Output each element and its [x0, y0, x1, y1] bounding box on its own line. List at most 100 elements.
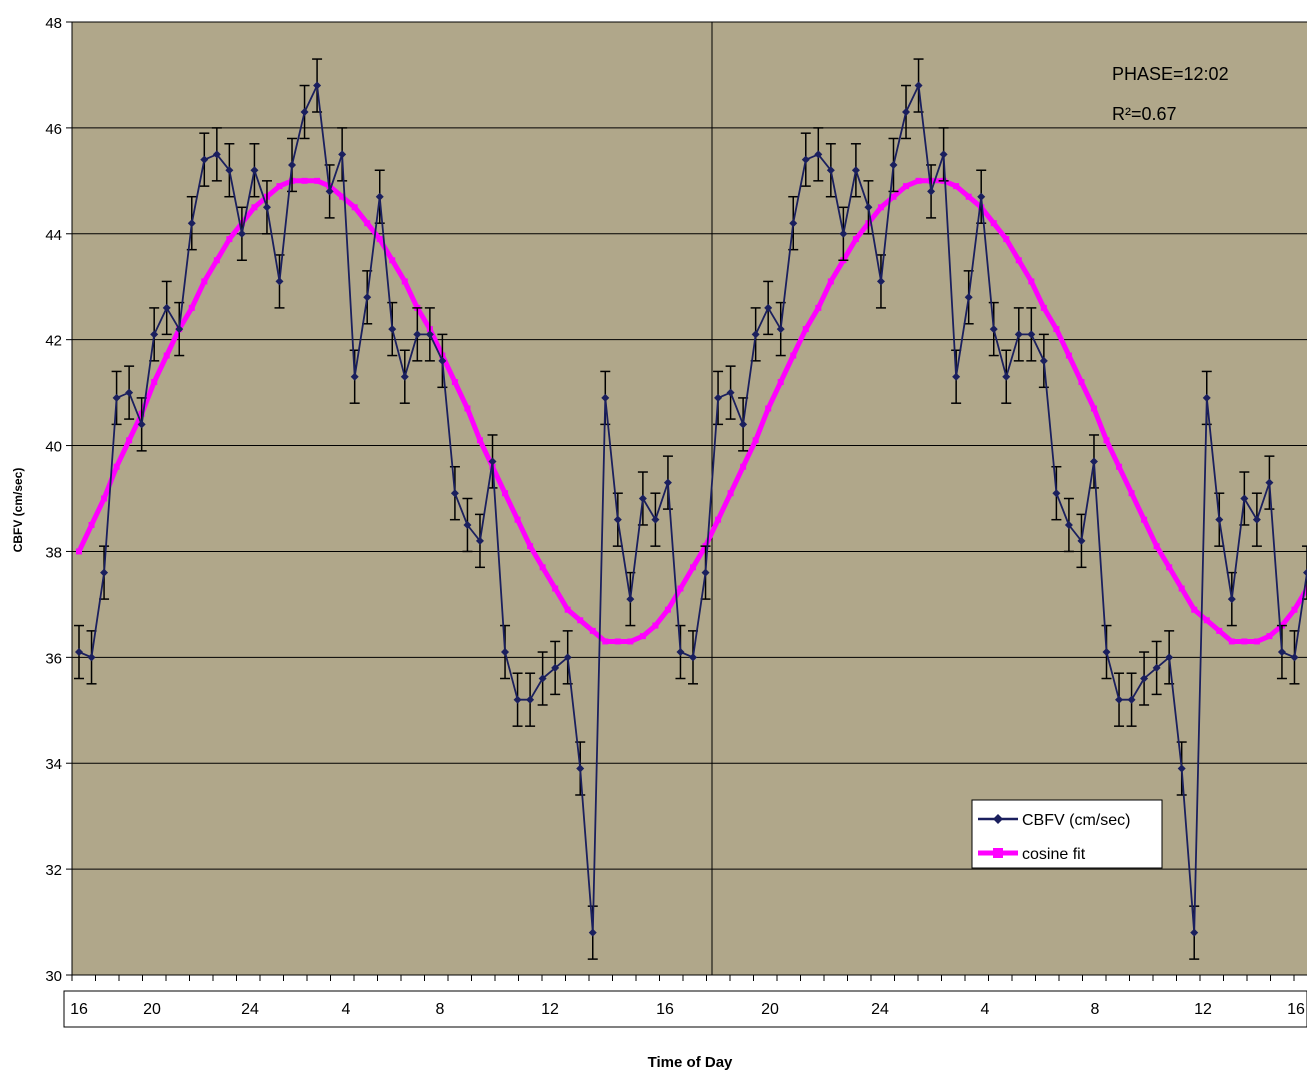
- cosine-fit-point: [364, 220, 371, 227]
- cbfv-point: [363, 293, 372, 302]
- cosine-fit-point: [389, 257, 396, 264]
- cbfv-point: [1290, 653, 1299, 662]
- cosine-fit-point: [1228, 638, 1235, 645]
- cbfv-point: [701, 568, 710, 577]
- cbfv-point: [112, 393, 121, 402]
- cosine-fit-point: [126, 437, 133, 444]
- cosine-fit-point: [815, 304, 822, 311]
- cosine-fit-point: [915, 177, 922, 184]
- cbfv-point: [526, 695, 535, 704]
- cosine-fit-point: [1128, 490, 1135, 497]
- cosine-fit-point: [614, 638, 621, 645]
- cosine-fit-point: [1103, 437, 1110, 444]
- cbfv-point: [162, 303, 171, 312]
- cosine-fit-point: [877, 204, 884, 211]
- legend-fit-marker: [993, 848, 1003, 858]
- cbfv-point: [563, 653, 572, 662]
- cosine-fit-point: [1291, 606, 1298, 613]
- cosine-fit-point: [777, 379, 784, 386]
- x-tick-label: 20: [761, 1001, 779, 1018]
- cbfv-point: [400, 372, 409, 381]
- cbfv-point: [175, 325, 184, 334]
- cbfv-point: [676, 648, 685, 657]
- cosine-fit-point: [664, 606, 671, 613]
- cbfv-point: [839, 229, 848, 238]
- cbfv-point: [864, 203, 873, 212]
- cosine-fit-point: [451, 379, 458, 386]
- cbfv-point: [663, 478, 672, 487]
- cbfv-point: [814, 150, 823, 159]
- cbfv-point: [1014, 330, 1023, 339]
- cosine-fit-point: [552, 585, 559, 592]
- cosine-fit-point: [1241, 638, 1248, 645]
- cosine-fit-point: [1216, 627, 1223, 634]
- cbfv-point: [237, 229, 246, 238]
- cosine-fit-point: [88, 521, 95, 528]
- cosine-fit-point: [765, 405, 772, 412]
- y-tick-label: 36: [45, 650, 62, 667]
- y-tick-label: 38: [45, 544, 62, 561]
- cbfv-point: [288, 160, 297, 169]
- cbfv-point: [438, 356, 447, 365]
- cosine-fit-point: [690, 564, 696, 571]
- cosine-fit-point: [1141, 516, 1148, 523]
- cbfv-point: [125, 388, 134, 397]
- cbfv-point: [1102, 648, 1111, 657]
- cosine-fit-point: [1166, 564, 1173, 571]
- cbfv-point: [1027, 330, 1036, 339]
- cosine-fit-point: [727, 490, 734, 497]
- cosine-fit-point: [1003, 236, 1010, 243]
- r-squared-annotation: R²=0.67: [1112, 104, 1177, 124]
- cosine-fit-point: [1253, 638, 1260, 645]
- cbfv-point: [338, 150, 347, 159]
- cbfv-point: [726, 388, 735, 397]
- cbfv-point: [626, 595, 635, 604]
- cosine-fit-point: [790, 352, 797, 359]
- cbfv-point: [212, 150, 221, 159]
- cbfv-point: [1039, 356, 1048, 365]
- cbfv-point: [1002, 372, 1011, 381]
- cbfv-point: [1265, 478, 1274, 487]
- cbfv-point: [801, 155, 810, 164]
- cosine-fit-point: [953, 183, 960, 190]
- cbfv-point: [300, 108, 309, 117]
- y-tick-label: 44: [45, 227, 62, 244]
- cosine-fit-point: [627, 638, 634, 645]
- cbfv-point: [876, 277, 885, 286]
- cbfv-point: [325, 187, 334, 196]
- y-tick-label: 40: [45, 439, 62, 456]
- cosine-fit-point: [1078, 379, 1085, 386]
- cosine-fit-point: [101, 495, 108, 502]
- cbfv-point: [1064, 520, 1073, 529]
- cosine-fit-point: [740, 463, 747, 470]
- cosine-fit-point: [476, 437, 483, 444]
- cbfv-point: [1215, 515, 1224, 524]
- legend: CBFV (cm/sec) cosine fit: [971, 799, 1163, 869]
- cosine-fit-point: [1178, 585, 1185, 592]
- cbfv-point: [488, 457, 497, 466]
- cbfv-point: [200, 155, 209, 164]
- cosine-fit-point: [1203, 617, 1210, 624]
- cbfv-point: [826, 166, 835, 175]
- cosine-fit-point: [1266, 633, 1273, 640]
- cbfv-point: [651, 515, 660, 524]
- cbfv-point: [638, 494, 647, 503]
- cosine-fit-point: [1053, 326, 1060, 333]
- cosine-fit-point: [802, 326, 809, 333]
- cbfv-point: [1140, 674, 1149, 683]
- cosine-fit-point: [1065, 352, 1072, 359]
- cbfv-point: [927, 187, 936, 196]
- cbfv-point: [475, 536, 484, 545]
- cbfv-point: [150, 330, 159, 339]
- cbfv-point: [1052, 489, 1061, 498]
- cosine-fit-point: [589, 627, 596, 634]
- cbfv-point: [751, 330, 760, 339]
- cbfv-point: [1202, 393, 1211, 402]
- cosine-fit-point: [715, 516, 722, 523]
- cbfv-point: [225, 166, 234, 175]
- x-tick-label: 12: [1194, 1001, 1212, 1018]
- y-tick-label: 34: [45, 756, 62, 773]
- cbfv-point: [1303, 568, 1307, 577]
- x-tick-label: 8: [436, 1001, 445, 1018]
